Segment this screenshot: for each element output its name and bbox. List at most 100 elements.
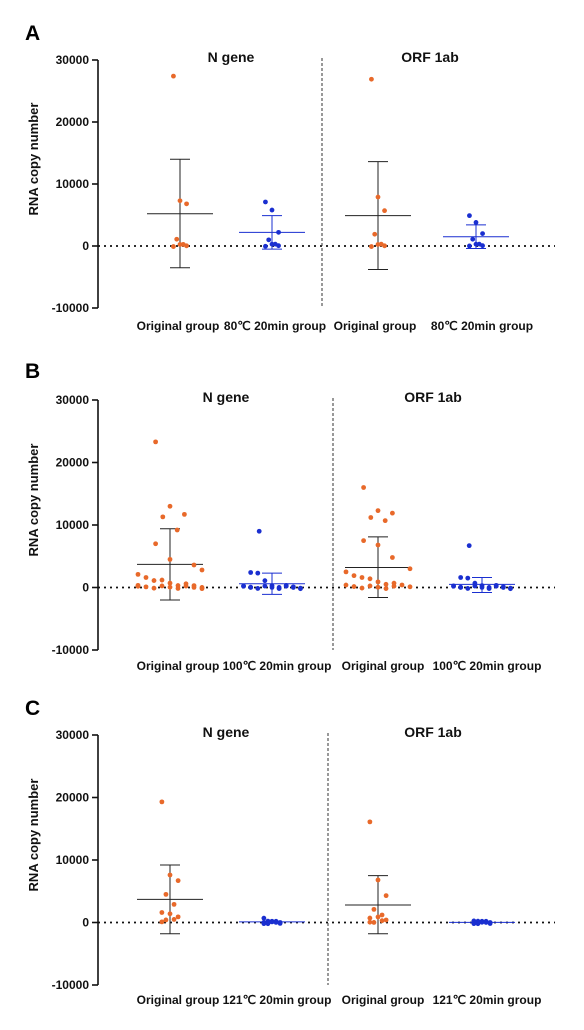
data-point xyxy=(467,243,472,249)
data-point xyxy=(171,73,176,79)
data-point xyxy=(265,921,271,927)
data-point xyxy=(375,508,381,514)
gene-label: ORF 1ab xyxy=(401,49,459,65)
data-point xyxy=(143,584,149,590)
y-tick-label: 20000 xyxy=(56,791,90,805)
data-point xyxy=(273,918,279,924)
data-point xyxy=(298,586,303,592)
x-category-label: 121℃ 20min group xyxy=(223,993,332,1007)
data-point xyxy=(269,241,275,247)
data-point xyxy=(153,541,159,547)
y-tick-label: 0 xyxy=(82,581,89,595)
data-point xyxy=(175,878,181,884)
data-point xyxy=(480,231,485,237)
data-point xyxy=(343,582,349,588)
data-point xyxy=(369,76,374,82)
data-point xyxy=(182,511,187,517)
data-point xyxy=(475,921,481,927)
data-point xyxy=(383,586,389,591)
data-point xyxy=(500,585,506,590)
data-point xyxy=(382,518,388,524)
data-point xyxy=(276,586,282,592)
data-point xyxy=(479,918,485,924)
data-point xyxy=(159,910,165,915)
data-point xyxy=(135,571,141,577)
data-point xyxy=(382,243,387,249)
x-category-label: Original group xyxy=(334,319,417,333)
data-point xyxy=(159,577,165,583)
data-point xyxy=(375,194,381,200)
y-tick-label: 10000 xyxy=(56,853,90,867)
data-point xyxy=(135,583,141,589)
y-tick-label: 10000 xyxy=(56,177,90,191)
data-point xyxy=(159,919,165,925)
data-point xyxy=(261,920,267,925)
data-point xyxy=(465,586,471,591)
y-tick-label: -10000 xyxy=(52,978,90,992)
data-point xyxy=(383,581,389,587)
data-point xyxy=(199,586,205,592)
gene-label: N gene xyxy=(208,49,255,65)
x-category-label: 80℃ 20min group xyxy=(431,319,533,333)
data-point xyxy=(276,229,281,235)
data-point xyxy=(163,917,169,923)
data-point xyxy=(379,912,385,918)
data-point xyxy=(167,580,173,586)
data-point xyxy=(486,586,492,592)
chart-panel-A: A -10000 0 10000 20000 30000 RNA copy number N … xyxy=(25,22,555,333)
x-category-label: Original group xyxy=(137,993,220,1007)
data-point xyxy=(151,578,157,583)
data-point xyxy=(390,510,395,516)
y-tick-label: -10000 xyxy=(52,301,90,315)
data-point xyxy=(407,566,413,572)
data-point xyxy=(153,439,159,445)
data-point xyxy=(167,584,173,590)
data-point xyxy=(248,585,254,590)
panel-letter: B xyxy=(25,360,40,383)
x-category-label: 121℃ 20min group xyxy=(433,993,542,1007)
data-point xyxy=(290,585,296,590)
data-point xyxy=(375,914,381,920)
gene-label: ORF 1ab xyxy=(404,389,462,405)
y-tick-label: 30000 xyxy=(56,728,90,742)
data-point xyxy=(248,570,254,575)
data-point xyxy=(263,199,268,205)
data-point xyxy=(465,575,471,581)
data-point xyxy=(175,586,181,591)
chart-panel-B: B -10000 0 10000 20000 30000 RNA copy number N … xyxy=(25,360,555,673)
data-point xyxy=(163,891,169,897)
gene-label: N gene xyxy=(203,389,250,405)
data-point xyxy=(343,569,349,575)
data-point xyxy=(379,918,385,924)
chart-panel-C: C -10000 0 10000 20000 30000 RNA copy number N … xyxy=(25,697,555,1007)
data-point xyxy=(263,243,268,249)
data-point xyxy=(359,575,365,580)
data-point xyxy=(391,583,397,589)
data-point xyxy=(167,503,173,509)
y-tick-label: 30000 xyxy=(56,53,90,67)
data-point xyxy=(175,914,181,920)
data-point xyxy=(369,244,374,249)
y-tick-label: 20000 xyxy=(56,456,90,470)
data-point xyxy=(480,243,485,249)
data-point xyxy=(367,819,373,825)
data-point xyxy=(390,555,395,560)
data-point xyxy=(487,920,493,925)
data-point xyxy=(451,583,456,589)
data-point xyxy=(269,918,275,924)
data-point xyxy=(171,917,177,922)
data-point xyxy=(177,198,183,204)
data-point xyxy=(262,583,268,589)
data-point xyxy=(383,893,389,899)
x-category-label: Original group xyxy=(342,659,425,673)
data-point xyxy=(160,514,166,520)
data-point xyxy=(371,906,377,912)
data-point xyxy=(371,920,377,925)
data-point xyxy=(375,579,381,585)
data-point xyxy=(277,920,283,925)
data-point xyxy=(470,236,476,242)
data-point xyxy=(262,578,268,584)
data-point xyxy=(383,917,389,923)
data-point xyxy=(159,799,165,805)
data-point xyxy=(167,911,173,917)
